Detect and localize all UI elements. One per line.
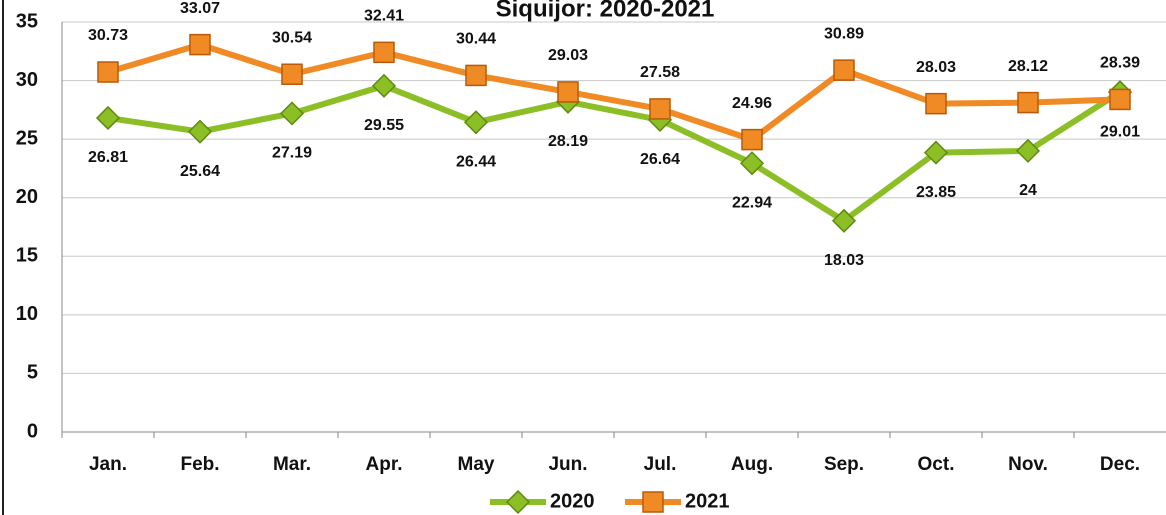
point bbox=[1109, 88, 1131, 111]
point bbox=[1017, 91, 1039, 114]
x-tick-label: Jul. bbox=[644, 454, 677, 475]
y-tick-label: 35 bbox=[16, 10, 38, 32]
point bbox=[189, 33, 211, 56]
data-label: 24.96 bbox=[732, 95, 772, 112]
series-line bbox=[107, 41, 1121, 143]
point bbox=[557, 81, 579, 103]
y-tick-label: 0 bbox=[27, 420, 38, 442]
data-label: 30.73 bbox=[88, 27, 128, 44]
x-tick-label: Jan. bbox=[89, 454, 127, 475]
point bbox=[741, 128, 763, 151]
chart-title: Siquijor: 2020-2021 bbox=[496, 0, 715, 22]
point bbox=[831, 208, 857, 233]
point bbox=[925, 92, 947, 115]
x-tick-label: Feb. bbox=[180, 454, 219, 475]
point bbox=[463, 110, 489, 135]
y-tick-label: 30 bbox=[16, 69, 38, 91]
point bbox=[187, 119, 213, 144]
data-label: 22.94 bbox=[732, 194, 772, 211]
data-label: 29.55 bbox=[364, 117, 404, 134]
legend-marker bbox=[505, 489, 531, 515]
data-label: 29.01 bbox=[1100, 123, 1140, 140]
x-tick-label: Nov. bbox=[1008, 454, 1048, 475]
y-tick-label: 25 bbox=[16, 127, 38, 149]
y-tick-label: 5 bbox=[27, 362, 38, 384]
data-label: 27.58 bbox=[640, 64, 680, 81]
data-label: 26.64 bbox=[640, 151, 680, 168]
point bbox=[281, 63, 303, 85]
x-tick-label: Jun. bbox=[548, 454, 587, 475]
point bbox=[279, 101, 305, 126]
data-label: 28.12 bbox=[1008, 58, 1048, 75]
data-label: 28.03 bbox=[916, 59, 956, 76]
legend-label: 2021 bbox=[685, 490, 730, 512]
data-label: 25.64 bbox=[180, 163, 220, 180]
point bbox=[465, 64, 487, 87]
data-label: 26.44 bbox=[456, 153, 496, 170]
x-tick-label: Apr. bbox=[366, 454, 403, 475]
x-tick-label: Dec. bbox=[1100, 454, 1140, 475]
point bbox=[649, 98, 671, 120]
data-label: 30.54 bbox=[272, 29, 312, 46]
data-label: 30.44 bbox=[456, 31, 496, 48]
x-tick-label: Sep. bbox=[824, 454, 864, 475]
data-label: 29.03 bbox=[548, 47, 588, 64]
point bbox=[97, 61, 119, 83]
point bbox=[923, 140, 949, 165]
data-label: 33.07 bbox=[180, 0, 220, 17]
point bbox=[739, 151, 765, 176]
series-line bbox=[107, 82, 1122, 224]
point bbox=[1015, 138, 1041, 163]
legend-label: 2020 bbox=[550, 490, 595, 512]
point bbox=[95, 105, 121, 131]
x-tick-label: Oct. bbox=[918, 454, 955, 475]
data-label: 24 bbox=[1019, 182, 1037, 199]
data-label: 28.39 bbox=[1100, 55, 1140, 72]
y-tick-label: 10 bbox=[16, 303, 38, 325]
point bbox=[373, 41, 395, 64]
y-tick-label: 20 bbox=[16, 186, 38, 208]
data-label: 30.89 bbox=[824, 25, 864, 42]
data-label: 27.19 bbox=[272, 145, 312, 162]
x-tick-label: Mar. bbox=[273, 454, 311, 475]
point bbox=[833, 59, 855, 81]
point bbox=[371, 73, 397, 98]
data-label: 26.81 bbox=[88, 149, 128, 166]
x-tick-label: Aug. bbox=[731, 454, 773, 475]
data-label: 18.03 bbox=[824, 252, 864, 269]
data-label: 28.19 bbox=[548, 133, 588, 150]
x-tick-label: May bbox=[458, 454, 495, 475]
data-label: 23.85 bbox=[916, 184, 956, 201]
legend-marker bbox=[642, 491, 664, 513]
y-tick-label: 15 bbox=[16, 245, 38, 267]
data-label: 32.41 bbox=[364, 8, 404, 25]
